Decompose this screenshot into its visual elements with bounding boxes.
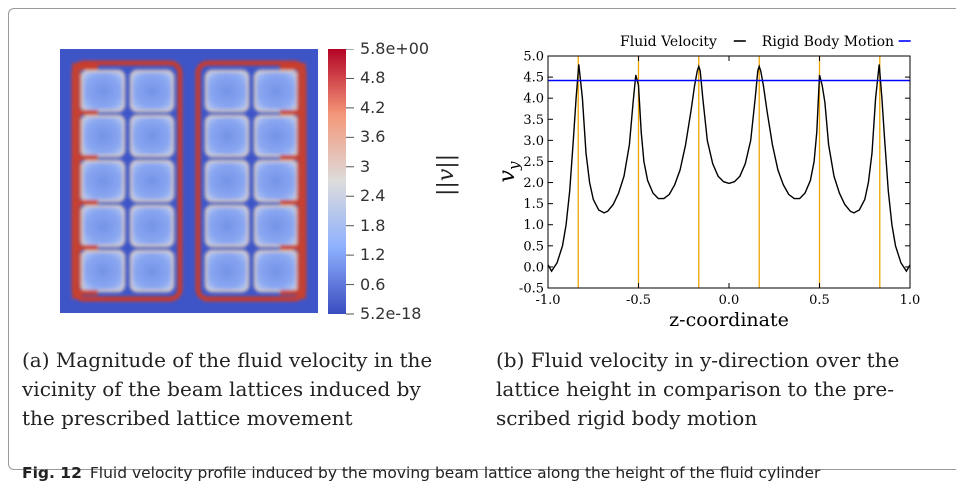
caption-a-line: the prescribed lattice movement — [22, 406, 353, 430]
lattice-cell — [80, 204, 126, 248]
lattice-cell — [204, 69, 250, 113]
legend-label: Rigid Body Motion — [762, 34, 894, 50]
colorbar-tick-label: 4.8 — [360, 68, 386, 88]
lattice-cell — [80, 159, 126, 203]
y-tick-label: 0.5 — [523, 239, 544, 254]
y-tick-label: 5.0 — [523, 50, 544, 65]
legend-label: Fluid Velocity — [620, 34, 717, 50]
hot-band — [74, 290, 98, 295]
y-tick-label: 1.0 — [523, 218, 544, 233]
caption-b-line: (b) Fluid velocity in y-direction over t… — [496, 348, 900, 372]
hot-band — [280, 65, 304, 70]
caption-b-line: lattice height in comparison to the pre- — [496, 377, 894, 401]
y-tick-label: 4.0 — [523, 92, 544, 107]
lattice-cell — [204, 159, 250, 203]
y-tick-label: 4.5 — [523, 71, 544, 86]
y-tick-label: 3.0 — [523, 134, 544, 149]
caption-a-line: (a) Magnitude of the fluid velocity in t… — [22, 348, 433, 372]
lattice-cell — [253, 69, 299, 113]
colorbar — [328, 49, 354, 315]
lattice-cell — [129, 69, 175, 113]
colorbar-tick-label: 1.2 — [360, 245, 386, 265]
velocity-heatmap — [60, 49, 318, 313]
hot-band — [74, 200, 98, 205]
lattice-cell — [253, 159, 299, 203]
caption-a: (a) Magnitude of the fluid velocity in t… — [22, 346, 432, 433]
hot-band — [280, 155, 304, 160]
x-tick-label: -0.5 — [626, 293, 651, 308]
hot-band — [74, 155, 98, 160]
lattice-cell — [80, 69, 126, 113]
hot-band — [297, 63, 306, 299]
hot-band — [280, 245, 304, 250]
colorbar-tick-label: 3.6 — [360, 127, 386, 147]
hot-band — [280, 110, 304, 115]
caption-a-line: vicinity of the beam lattices induced by — [22, 377, 421, 401]
colorbar-tick-label: 5.2e-18 — [360, 304, 422, 323]
colorbar-tick-label: 0.6 — [360, 274, 386, 294]
lattice-cell — [129, 249, 175, 293]
lattice-cell — [253, 204, 299, 248]
hot-band — [74, 110, 98, 115]
hot-band — [74, 65, 98, 70]
lattice-cell — [129, 159, 175, 203]
lattice-cell — [204, 204, 250, 248]
colorbar-tick-label: 4.2 — [360, 97, 386, 117]
hot-band — [72, 63, 81, 299]
hot-band — [74, 245, 98, 250]
plot-frame — [547, 55, 911, 289]
colorbar-tick-label: 5.8e+00 — [360, 39, 430, 58]
caption-b: (b) Fluid velocity in y-direction over t… — [496, 346, 899, 433]
lattice-cell — [204, 249, 250, 293]
lattice-cell — [129, 114, 175, 158]
y-tick-label: 2.5 — [523, 155, 544, 170]
lattice-cell — [204, 114, 250, 158]
lattice-cell — [80, 249, 126, 293]
x-axis-label: z-coordinate — [669, 309, 789, 331]
y-axis-label: vy — [495, 161, 523, 182]
colorbar-gradient — [328, 49, 346, 314]
figure-label: Fig. 12 — [22, 464, 82, 482]
colorbar-tick-label: 3 — [360, 156, 371, 176]
x-tick-label: 0.0 — [719, 293, 740, 308]
caption-b-line: scribed rigid body motion — [496, 406, 758, 430]
colorbar-title: ||v|| — [434, 153, 459, 196]
lattice-cell — [253, 114, 299, 158]
x-tick-label: 1.0 — [900, 293, 921, 308]
y-tick-label: 2.0 — [523, 176, 544, 191]
y-tick-label: 1.5 — [523, 197, 544, 212]
figure-caption: Fig. 12 Fluid velocity profile induced by… — [22, 464, 820, 482]
velocity-line-chart: -0.5 0.0 0.5 1.0 1.5 2.0 2.5 3.0 3.5 4.0 4.5 5.0 -1.… — [495, 34, 921, 331]
x-tick-label: 0.5 — [809, 293, 830, 308]
y-tick-label: 3.5 — [523, 113, 544, 128]
lattice-cell — [80, 114, 126, 158]
lattice-cell — [129, 204, 175, 248]
y-tick-label: 0.0 — [523, 260, 544, 275]
hot-band — [280, 290, 304, 295]
hot-band — [280, 200, 304, 205]
fluid-velocity-line — [547, 64, 911, 273]
x-tick-label: -1.0 — [535, 293, 560, 308]
colorbar-tick-label: 2.4 — [360, 186, 386, 206]
y-tick-label: -0.5 — [519, 282, 544, 297]
lattice-cell — [253, 249, 299, 293]
colorbar-tick-label: 1.8 — [360, 215, 386, 235]
figure-caption-text: Fluid velocity profile induced by the mo… — [89, 464, 821, 482]
figure-frame — [8, 8, 956, 470]
